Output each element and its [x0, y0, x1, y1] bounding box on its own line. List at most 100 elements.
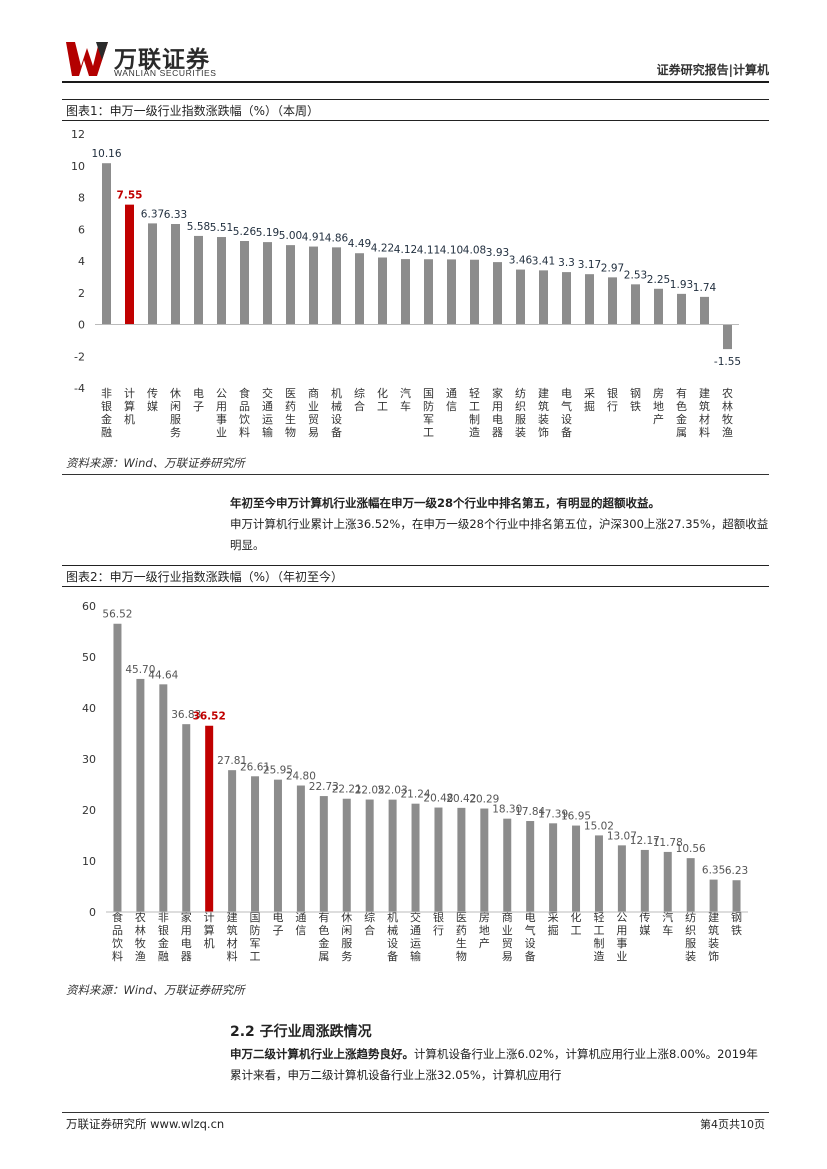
category-label-纺织服装-1: 织 — [515, 400, 526, 413]
category-label-交通运输-1: 通 — [410, 924, 421, 937]
category-label-非银金融-1: 银 — [101, 399, 112, 413]
data-label-休闲服务: 22.21 — [332, 784, 362, 796]
category-label-休闲服务-3: 务 — [341, 950, 352, 963]
bar-建筑装饰 — [709, 879, 718, 912]
category-label-化工-0: 化 — [571, 910, 582, 924]
footer-left: 万联证券研究所 www.wlzq.cn — [66, 1117, 225, 1131]
category-label-商业贸易-0: 商 — [308, 386, 319, 400]
category-label-传媒-1: 媒 — [639, 924, 650, 937]
category-label-机械设备-2: 设 — [331, 413, 342, 426]
category-label-电子-0: 电 — [193, 387, 204, 400]
category-label-轻工制造-0: 轻 — [593, 910, 604, 924]
data-label-食品饮料: 5.26 — [233, 226, 257, 238]
category-label-休闲服务-2: 服 — [341, 937, 352, 950]
category-label-商业贸易-3: 易 — [502, 950, 513, 963]
data-label-非银金融: 44.64 — [148, 669, 178, 681]
category-label-计算机-1: 算 — [204, 923, 215, 937]
category-label-纺织服装-2: 服 — [515, 413, 526, 426]
category-label-食品饮料-3: 料 — [112, 949, 123, 963]
category-label-休闲服务-1: 闲 — [170, 399, 181, 413]
bar-国防军工 — [251, 776, 260, 912]
category-label-通信-0: 通 — [295, 911, 306, 924]
bar-农林牧渔 — [723, 324, 732, 350]
y-tick-label: 40 — [82, 702, 96, 715]
figure1-title: 图表1：申万一级行业指数涨跌幅（%）（本周） — [62, 99, 769, 121]
data-label-家用电器: 3.93 — [486, 247, 509, 259]
data-label-房地产: 20.29 — [469, 794, 499, 806]
bar-银行 — [608, 277, 617, 325]
category-label-公用事业-0: 公 — [216, 387, 227, 400]
category-label-农林牧渔-0: 农 — [135, 910, 146, 924]
category-label-汽车-1: 车 — [400, 399, 411, 413]
category-label-建筑材料-2: 材 — [227, 936, 238, 950]
paragraph-ytd-bold: 年初至今申万计算机行业涨幅在申万一级28个行业中排名第五，有明显的超额收益。 — [230, 496, 660, 510]
category-label-农林牧渔-2: 牧 — [135, 936, 146, 950]
category-label-农林牧渔-3: 渔 — [722, 426, 733, 439]
bar-非银金融 — [102, 163, 111, 325]
category-label-食品饮料-1: 品 — [112, 924, 123, 937]
category-label-电气设备-0: 电 — [561, 387, 572, 400]
paragraph-subindustry-text: 计算机设备行业上涨6.02%，计算机应用行业上涨8.00%。2019年累计来看，… — [230, 1047, 758, 1082]
category-label-商业贸易-2: 贸 — [308, 413, 319, 426]
category-label-家用电器-1: 用 — [492, 400, 503, 413]
category-label-国防军工-3: 工 — [423, 426, 434, 439]
data-label-医药生物: 5.00 — [279, 230, 302, 242]
bar-建筑装饰 — [539, 270, 548, 325]
category-label-交通运输-0: 交 — [410, 910, 421, 924]
category-label-商业贸易-0: 商 — [502, 910, 513, 924]
y-tick-label: 4 — [78, 255, 85, 268]
data-label-纺织服装: 3.46 — [509, 255, 533, 267]
data-label-医药生物: 20.42 — [446, 793, 476, 805]
bar-综合 — [355, 253, 364, 325]
category-label-采掘-1: 掘 — [548, 923, 559, 937]
data-label-非银金融: 10.16 — [91, 148, 121, 160]
bar-农林牧渔 — [136, 678, 145, 912]
bar-医药生物 — [457, 807, 466, 912]
category-label-交通运输-0: 交 — [262, 386, 273, 400]
data-label-农林牧渔: 45.70 — [125, 664, 155, 676]
category-label-有色金属-3: 属 — [318, 950, 329, 963]
data-label-商业贸易: 18.30 — [492, 804, 522, 816]
bar-交通运输 — [263, 242, 272, 325]
bar-综合 — [365, 799, 374, 912]
category-label-非银金融-3: 融 — [101, 426, 112, 439]
category-label-公用事业-1: 用 — [616, 924, 627, 937]
category-label-房地产-0: 房 — [479, 911, 490, 924]
bar-国防军工 — [424, 259, 433, 325]
category-label-国防军工-2: 军 — [250, 937, 261, 950]
category-label-交通运输-2: 运 — [262, 413, 273, 426]
category-label-建筑装饰-2: 装 — [538, 413, 549, 426]
category-label-计算机-2: 机 — [204, 936, 215, 950]
data-label-公用事业: 13.07 — [607, 830, 637, 842]
category-label-建筑材料-3: 料 — [699, 425, 710, 439]
category-label-有色金属-0: 有 — [676, 386, 687, 400]
category-label-食品饮料-1: 品 — [239, 400, 250, 413]
data-label-食品饮料: 56.52 — [102, 609, 132, 621]
category-label-计算机-2: 机 — [124, 412, 135, 426]
category-label-医药生物-0: 医 — [456, 911, 467, 924]
category-label-电气设备-2: 设 — [525, 937, 536, 950]
category-label-建筑材料-1: 筑 — [699, 399, 710, 413]
data-label-化工: 4.22 — [371, 243, 394, 255]
category-label-采掘-0: 采 — [584, 387, 595, 400]
category-label-机械设备-2: 设 — [387, 937, 398, 950]
category-label-国防军工-0: 国 — [250, 911, 261, 924]
category-label-非银金融-0: 非 — [158, 911, 169, 924]
data-label-传媒: 6.37 — [141, 208, 164, 220]
category-label-轻工制造-1: 工 — [469, 400, 480, 413]
category-label-商业贸易-1: 业 — [308, 400, 319, 413]
category-label-采掘-1: 掘 — [584, 399, 595, 413]
brand-logo: 万联证券 WANLIAN SECURITIES — [66, 40, 236, 80]
bar-有色金属 — [319, 796, 328, 912]
category-label-建筑装饰-1: 筑 — [708, 923, 719, 937]
category-label-化工-0: 化 — [377, 386, 388, 400]
category-label-交通运输-3: 输 — [262, 425, 273, 439]
data-label-休闲服务: 6.33 — [164, 209, 187, 221]
data-label-公用事业: 5.51 — [210, 222, 233, 234]
category-label-国防军工-0: 国 — [423, 387, 434, 400]
category-label-有色金属-2: 金 — [318, 936, 329, 950]
bar-采掘 — [549, 823, 558, 912]
category-label-机械设备-0: 机 — [331, 386, 342, 400]
category-label-非银金融-1: 银 — [158, 923, 169, 937]
category-label-交通运输-1: 通 — [262, 400, 273, 413]
